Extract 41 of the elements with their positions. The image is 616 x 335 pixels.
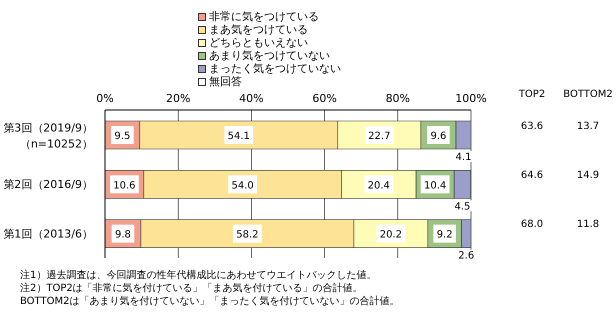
x-tick-label: 60% (312, 92, 337, 105)
text: 11.8 (576, 219, 600, 230)
legend-label: どちらともいえない (209, 36, 308, 49)
data-label: 4.1 (456, 152, 472, 163)
x-tick-label: 100% (455, 92, 487, 105)
x-tick-label: 20% (166, 92, 190, 105)
y-tick-label: 第2回（2016/9） (3, 178, 93, 191)
y-tick-label: 第1回（2013/6） (3, 227, 93, 240)
text: BOTTOM2 (562, 89, 614, 100)
x-tick-label: 0% (96, 92, 114, 105)
text: 68.0 (520, 219, 544, 230)
data-label: 9.6 (430, 131, 446, 142)
text: TOP2 (518, 89, 546, 100)
data-label: 2.6 (458, 250, 474, 262)
y-tick-label: 第3回（2019/9）（n=10252） (3, 122, 93, 151)
text: 13.7 (576, 120, 600, 132)
text: 64.6 (520, 170, 544, 181)
text: 注2）TOP2は「非常に気を付けている」「まあ気を付けている」の合計値。 (20, 282, 363, 295)
legend-label: まあ気をつけている (209, 23, 308, 36)
legend-label: 非常に気をつけている (209, 10, 319, 23)
legend-label: あまり気をつけていない (209, 49, 330, 62)
data-label: 58.2 (236, 230, 259, 241)
text: 63.6 (520, 120, 544, 132)
data-label: 54.0 (231, 180, 254, 192)
legend-label: まったく気をつけていない (209, 62, 341, 75)
text: 14.9 (576, 170, 600, 181)
data-label: 4.5 (454, 201, 470, 212)
x-tick-label: 80% (386, 92, 410, 105)
data-label: 22.7 (368, 131, 390, 142)
text: BOTTOM2は「あまり気を付けていない」「まったく気を付けていない」の合計値。 (20, 294, 400, 308)
data-label: 9.2 (436, 230, 453, 241)
data-label: 20.2 (380, 230, 402, 241)
data-label: 54.1 (228, 131, 250, 142)
x-tick-label: 40% (239, 92, 264, 105)
data-label: 10.6 (113, 180, 136, 192)
text: 注1）過去調査は、今回調査の性年代構成比にあわせてウエイトバックした値。 (20, 268, 376, 282)
data-label: 9.8 (114, 230, 131, 241)
data-label: 20.4 (368, 180, 390, 192)
data-label: 9.5 (114, 131, 130, 142)
data-label: 10.4 (424, 180, 446, 192)
legend-label: 無回答 (209, 75, 242, 88)
